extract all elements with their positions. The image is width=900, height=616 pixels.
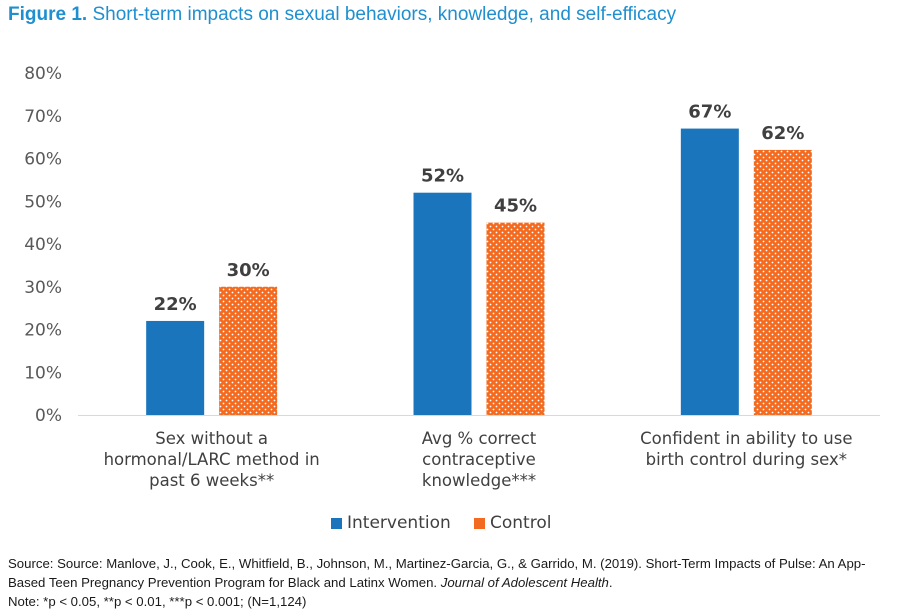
legend-item-intervention: Intervention [331, 513, 451, 533]
bar-control [753, 149, 812, 415]
source-suffix: . [608, 575, 613, 590]
bar-control [219, 286, 278, 415]
category-label: past 6 weeks** [149, 471, 274, 490]
category-label: contraceptive [422, 450, 536, 469]
significance-note: Note: *p < 0.05, **p < 0.01, ***p < 0.00… [8, 594, 307, 609]
y-axis-ticks: 0% 10% 20% 30% 40% 50% 60% 70% 80% [24, 64, 62, 426]
legend-label-control: Control [490, 513, 552, 533]
source-text: Source: Source: Manlove, J., Cook, E., W… [8, 556, 866, 590]
legend-label-intervention: Intervention [347, 513, 451, 533]
figure-title: Figure 1. Short-term impacts on sexual b… [8, 4, 676, 26]
y-tick-label: 50% [24, 192, 62, 212]
data-label: 30% [227, 260, 270, 281]
figure-title-text: Short-term impacts on sexual behaviors, … [92, 4, 677, 25]
y-tick-label: 70% [24, 107, 62, 127]
category-label: birth control during sex* [646, 450, 847, 469]
category-label: knowledge*** [422, 471, 536, 490]
y-tick-label: 60% [24, 150, 62, 170]
bar-control [486, 222, 545, 415]
y-tick-label: 20% [24, 321, 62, 341]
category-labels: Sex without a hormonal/LARC method in past… [104, 429, 853, 490]
legend: Intervention Control [0, 513, 900, 535]
bar-intervention [680, 128, 739, 415]
bar-intervention [413, 192, 472, 415]
y-tick-label: 30% [24, 278, 62, 298]
legend-item-control: Control [474, 513, 551, 533]
category-label: Avg % correct [422, 429, 537, 448]
legend-swatch-intervention [331, 517, 342, 529]
data-label: 62% [761, 123, 804, 144]
data-label: 67% [688, 102, 731, 123]
category-label: Sex without a [155, 429, 268, 448]
y-tick-label: 40% [24, 235, 62, 255]
source-note: Source: Source: Manlove, J., Cook, E., W… [8, 554, 894, 611]
y-tick-label: 80% [24, 64, 62, 84]
y-tick-label: 0% [35, 406, 62, 426]
bars: 22% 30% 52% 45% 67% 62% [146, 102, 812, 415]
figure-number: Figure 1. [8, 4, 88, 25]
data-label: 22% [154, 294, 197, 315]
data-label: 52% [421, 166, 464, 187]
category-label: hormonal/LARC method in [104, 450, 320, 469]
journal-name: Journal of Adolescent Health [440, 575, 609, 590]
category-label: Confident in ability to use [640, 429, 852, 448]
y-tick-label: 10% [24, 363, 62, 383]
source-citation: Source: Source: Manlove, J., Cook, E., W… [8, 554, 894, 592]
legend-swatch-control [474, 517, 485, 529]
bar-intervention [146, 320, 205, 415]
data-label: 45% [494, 196, 537, 217]
